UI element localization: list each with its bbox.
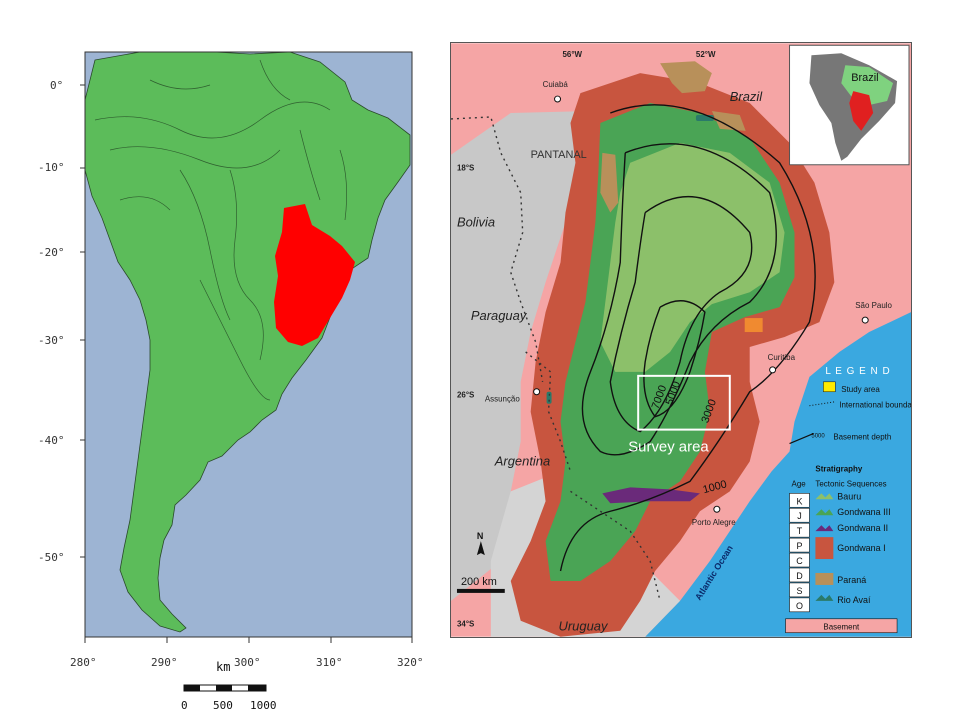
- svg-text:Curitiba: Curitiba: [768, 353, 796, 362]
- svg-text:Paraná: Paraná: [837, 575, 866, 585]
- parana-basin-geologic-map: Survey area 7000 5000 3000 1000 56°W 52°…: [450, 42, 912, 638]
- svg-text:0°: 0°: [50, 79, 63, 92]
- svg-text:S: S: [796, 586, 802, 596]
- svg-text:Basement depth: Basement depth: [833, 433, 891, 442]
- scale-bar: km 0 500 1000: [181, 660, 277, 712]
- svg-text:200 km: 200 km: [461, 576, 497, 588]
- svg-text:-30°: -30°: [38, 334, 65, 347]
- north-arrow: N: [476, 531, 485, 556]
- svg-text:N: N: [477, 531, 483, 541]
- svg-text:Study area: Study area: [841, 385, 880, 394]
- svg-text:C: C: [796, 556, 803, 566]
- svg-text:L E G E N D: L E G E N D: [825, 366, 890, 377]
- coordinate-labels: 56°W 52°W 18°S 26°S 34°S: [457, 50, 716, 629]
- svg-text:-40°: -40°: [38, 434, 65, 447]
- svg-text:-50°: -50°: [38, 551, 65, 564]
- atlantic-ocean: [645, 312, 911, 637]
- svg-text:D: D: [796, 571, 803, 581]
- svg-text:Age: Age: [792, 479, 807, 488]
- svg-text:52°W: 52°W: [696, 50, 716, 59]
- svg-text:Bauru: Bauru: [837, 491, 861, 501]
- gondwana-ii-outcrop: [602, 487, 700, 504]
- svg-text:56°W: 56°W: [563, 50, 583, 59]
- svg-text:Brazil: Brazil: [730, 89, 763, 104]
- svg-text:K: K: [796, 496, 802, 506]
- svg-text:Assunção: Assunção: [485, 395, 521, 404]
- right-scale-bar: 200 km: [456, 576, 505, 593]
- svg-text:300°: 300°: [234, 656, 261, 669]
- svg-text:320°: 320°: [397, 656, 424, 669]
- svg-text:T: T: [797, 526, 803, 536]
- svg-text:Uruguay: Uruguay: [559, 619, 609, 634]
- svg-text:-20°: -20°: [38, 246, 65, 259]
- svg-text:Bolivia: Bolivia: [457, 214, 495, 229]
- svg-text:1000: 1000: [250, 699, 277, 712]
- svg-text:Gondwana II: Gondwana II: [837, 523, 888, 533]
- svg-text:310°: 310°: [316, 656, 343, 669]
- svg-text:Tectonic Sequences: Tectonic Sequences: [815, 479, 886, 488]
- svg-text:500: 500: [213, 699, 233, 712]
- city-markers: [533, 95, 869, 513]
- svg-text:34°S: 34°S: [457, 620, 474, 629]
- svg-text:km: km: [216, 660, 230, 674]
- parana-basin-highlight: [274, 204, 355, 346]
- survey-area-label: Survey area: [628, 439, 709, 456]
- svg-text:Cuiabá: Cuiabá: [543, 80, 569, 89]
- svg-text:18°S: 18°S: [457, 164, 474, 173]
- pantanal-label: PANTANAL: [531, 149, 587, 161]
- svg-text:0: 0: [181, 699, 188, 712]
- parana-outcrops: [600, 61, 746, 213]
- svg-text:P: P: [796, 541, 802, 551]
- latitude-labels: 0° -10° -20° -30° -40° -50°: [38, 79, 65, 564]
- svg-text:Rio Avaí: Rio Avaí: [837, 595, 871, 605]
- country-labels: Brazil Bolivia Paraguay Argentina Urugua…: [457, 89, 763, 634]
- svg-text:Brazil: Brazil: [851, 72, 878, 84]
- svg-text:Gondwana I: Gondwana I: [837, 543, 885, 553]
- svg-text:5000: 5000: [811, 434, 825, 440]
- svg-text:Gondwana III: Gondwana III: [837, 507, 890, 517]
- svg-text:O: O: [796, 601, 803, 611]
- svg-text:Paraguay: Paraguay: [471, 308, 528, 323]
- inset-map: Brazil: [789, 44, 910, 166]
- study-area-marker: [744, 318, 763, 333]
- city-labels: Cuiabá São Paulo Curitiba Assunção Porto…: [485, 80, 893, 527]
- international-boundaries: [451, 116, 661, 602]
- south-america-map: 0° -10° -20° -30° -40° -50° 280° 290° 30…: [38, 51, 424, 712]
- south-america-landmass: [84, 51, 411, 633]
- svg-text:280°: 280°: [70, 656, 97, 669]
- stratigraphy-legend: Stratigraphy Age Tectonic Sequences K J …: [785, 464, 898, 634]
- svg-text:290°: 290°: [151, 656, 178, 669]
- svg-text:26°S: 26°S: [457, 391, 474, 400]
- longitude-labels: 280° 290° 300° 310° 320°: [70, 656, 424, 669]
- svg-text:Argentina: Argentina: [494, 453, 550, 468]
- legend: L E G E N D Study area International bou…: [789, 366, 912, 445]
- svg-text:Basement: Basement: [823, 623, 860, 632]
- rivers: [94, 59, 348, 401]
- svg-text:Stratigraphy: Stratigraphy: [815, 464, 862, 473]
- svg-text:Porto Alegre: Porto Alegre: [692, 518, 736, 527]
- svg-text:International boundary: International boundary: [839, 401, 912, 410]
- chaco-lowlands: [451, 110, 601, 601]
- tick-marks: [80, 84, 413, 643]
- svg-text:-10°: -10°: [38, 161, 65, 174]
- bauru-outcrop: [600, 142, 785, 372]
- survey-area-box: [637, 374, 731, 431]
- svg-text:São Paulo: São Paulo: [855, 301, 892, 310]
- svg-text:J: J: [797, 511, 801, 521]
